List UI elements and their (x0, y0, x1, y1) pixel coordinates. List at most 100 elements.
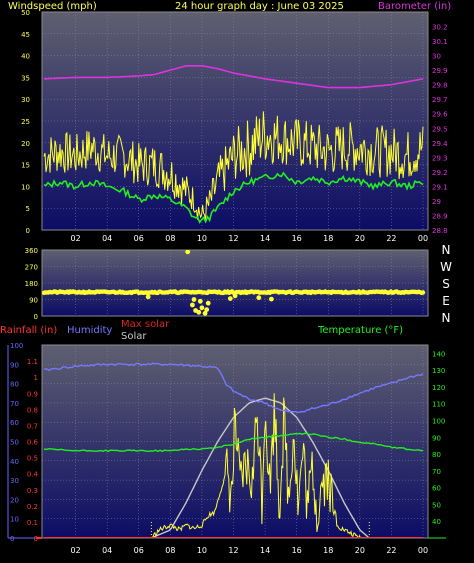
rain-y-tick-label: 0.4 (27, 471, 39, 479)
wind-y-tick-label: 50 (21, 9, 30, 17)
wind-y-tick-label: 45 (21, 31, 30, 39)
humidity-y-tick-label: 50 (10, 439, 19, 447)
rain-y-tick-label: 0.2 (27, 503, 38, 511)
temperature-y-tick-label: 60 (432, 485, 441, 493)
temperature-y-tick-label: 130 (432, 367, 445, 375)
direction-y-tick-label: 270 (25, 264, 38, 272)
climate-x-tick-label: 16 (292, 546, 302, 555)
direction-point (196, 309, 202, 315)
wind-x-tick-label: 02 (70, 234, 80, 243)
temperature-y-tick-label: 120 (432, 384, 445, 392)
direction-y-tick-label: 90 (29, 297, 38, 305)
rain-y-tick-label: 0.6 (27, 439, 39, 447)
climate-x-tick-label: 08 (165, 546, 175, 555)
max-solar-label: Max solar (121, 319, 170, 330)
wind-y-tick-label: 10 (21, 183, 30, 191)
wind-x-tick-label: 22 (386, 234, 396, 243)
direction-point (202, 310, 208, 316)
rain-y-tick-label: 0.7 (27, 422, 38, 430)
humidity-y-tick-label: 0 (10, 535, 14, 543)
rain-y-tick-label: 0.8 (27, 406, 38, 414)
direction-point (232, 293, 238, 299)
compass-label: E (442, 294, 450, 308)
wind-y-tick-label: 30 (21, 96, 30, 104)
wind-x-tick-label: 12 (228, 234, 238, 243)
wind-x-tick-label: 20 (355, 234, 365, 243)
humidity-y-tick-label: 10 (10, 516, 19, 524)
wind-y-tick-label: 35 (21, 74, 30, 82)
climate-x-tick-label: 04 (102, 546, 112, 555)
temperature-y-tick-label: 140 (432, 350, 445, 358)
temperature-y-tick-label: 40 (432, 518, 441, 526)
climate-x-tick-label: 06 (134, 546, 144, 555)
barometer-y-tick-label: 29.5 (432, 125, 448, 133)
barometer-y-tick-label: 29.6 (432, 111, 448, 119)
wind-average-line (43, 171, 424, 224)
rain-y-tick-label: 0.3 (27, 487, 38, 495)
rain-axis-label: Rainfall (in) (0, 325, 57, 336)
barometer-y-tick-label: 30 (432, 53, 441, 61)
barometer-y-tick-label: 29.4 (432, 140, 448, 148)
climate-x-tick-label: 18 (323, 546, 333, 555)
direction-point (269, 296, 274, 302)
rain-y-tick-label: 0.5 (27, 455, 38, 463)
temperature-y-tick-label: 80 (432, 451, 441, 459)
wind-high-line (43, 111, 424, 223)
climate-x-tick-label: 22 (386, 546, 396, 555)
temperature-y-tick-label: 110 (432, 401, 445, 409)
temperature-y-tick-label: 100 (432, 418, 445, 426)
temperature-y-tick-label: 70 (432, 468, 441, 476)
humidity-y-tick-label: 30 (10, 477, 19, 485)
climate-x-tick-label: 02 (70, 546, 80, 555)
barometer-y-tick-label: 28.9 (432, 212, 448, 220)
direction-point (204, 307, 210, 312)
direction-point (420, 290, 426, 295)
barometer-y-tick-label: 29.1 (432, 183, 448, 191)
direction-point (190, 302, 195, 308)
barometer-y-tick-label: 29.3 (432, 154, 448, 162)
humidity-label: Humidity (67, 325, 112, 336)
compass-label: N (442, 311, 451, 325)
barometer-y-tick-label: 30.2 (432, 24, 448, 32)
humidity-y-tick-label: 20 (10, 496, 19, 504)
direction-point (227, 296, 233, 301)
temperature-axis-label: Temperature (°F) (317, 325, 403, 336)
wind-x-tick-label: 00 (418, 234, 428, 243)
direction-point (256, 295, 262, 301)
direction-point (145, 294, 151, 300)
compass-label: W (440, 260, 452, 274)
wind-x-tick-label: 18 (323, 234, 333, 243)
barometer-y-tick-label: 29 (432, 198, 441, 206)
humidity-line (43, 362, 424, 414)
wind-y-tick-label: 5 (26, 205, 30, 213)
climate-x-tick-label: 14 (260, 546, 270, 555)
humidity-y-tick-label: 40 (10, 458, 19, 466)
rain-y-tick-label: 1.1 (27, 358, 38, 366)
barometer-y-tick-label: 29.8 (432, 82, 448, 90)
wind-y-tick-label: 20 (21, 140, 30, 148)
wind-x-tick-label: 16 (292, 234, 302, 243)
climate-x-tick-label: 20 (355, 546, 365, 555)
barometer-y-tick-label: 30.1 (432, 38, 448, 46)
rain-y-tick-label: 0.9 (27, 390, 38, 398)
barometer-y-tick-label: 29.2 (432, 169, 448, 177)
barometer-line (43, 65, 424, 89)
wind-x-tick-label: 10 (197, 234, 207, 243)
max-solar-line (151, 397, 370, 538)
temperature-y-tick-label: 50 (432, 501, 441, 509)
direction-y-tick-label: 180 (25, 280, 38, 288)
rain-y-tick-label: 1 (34, 374, 38, 382)
direction-y-tick-label: 0 (34, 313, 38, 321)
compass-label: N (442, 243, 451, 257)
direction-point (185, 250, 191, 255)
temperature-line (43, 432, 424, 453)
direction-point (205, 300, 211, 306)
humidity-y-tick-label: 60 (10, 419, 19, 427)
climate-x-tick-label: 12 (228, 546, 238, 555)
climate-x-tick-label: 00 (418, 546, 428, 555)
wind-axis-label: Windspeed (mph) (8, 1, 97, 12)
wind-y-tick-label: 15 (21, 162, 30, 170)
humidity-y-tick-label: 100 (10, 342, 23, 350)
wind-y-tick-label: 0 (26, 227, 30, 235)
